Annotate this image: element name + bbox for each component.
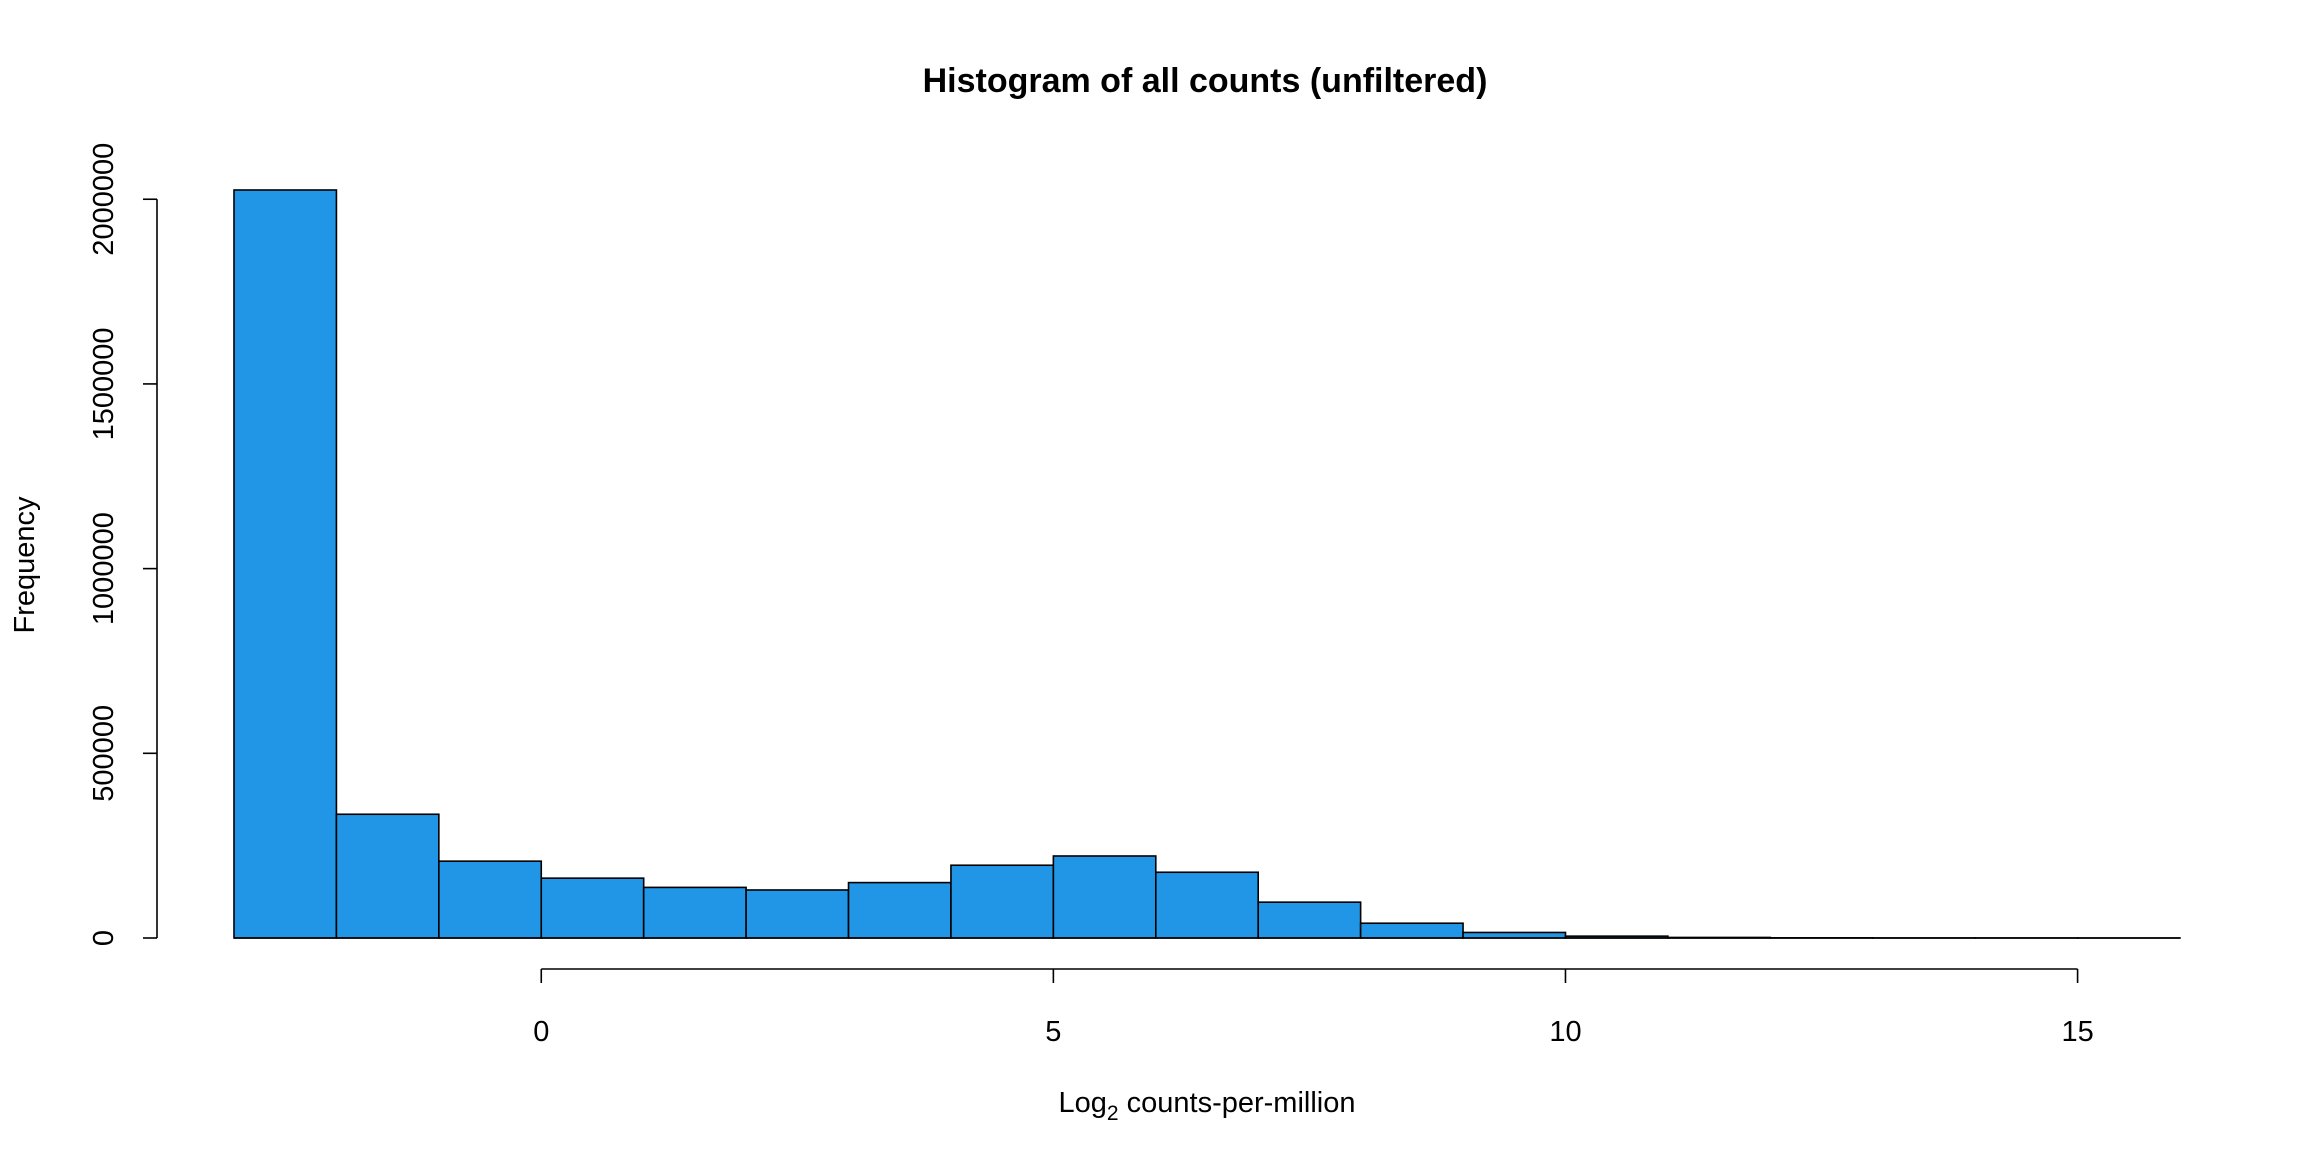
y-tick-label: 500000 bbox=[88, 705, 120, 802]
histogram-bar bbox=[1052, 855, 1157, 939]
histogram-bar bbox=[233, 189, 338, 939]
x-tick-label: 10 bbox=[1549, 1016, 1581, 1048]
chart-title: Histogram of all counts (unfiltered) bbox=[923, 62, 1488, 100]
histogram-bar bbox=[847, 881, 952, 939]
histogram-bar bbox=[438, 860, 543, 939]
y-tick-label: 1500000 bbox=[88, 327, 120, 440]
histogram-bar bbox=[540, 877, 645, 939]
x-axis: 0 5 10 15 bbox=[533, 968, 2094, 1048]
x-axis-label: Log2 counts-per-million bbox=[1059, 1087, 1356, 1125]
x-axis-label-subscript: 2 bbox=[1107, 1102, 1119, 1125]
x-tick-label: 0 bbox=[533, 1016, 549, 1048]
histogram-bar bbox=[1462, 931, 1567, 939]
histogram-bar bbox=[745, 889, 850, 939]
y-axis-label: Frequency bbox=[9, 496, 41, 634]
x-tick-label: 5 bbox=[1045, 1016, 1061, 1048]
y-tick-label: 2000000 bbox=[88, 143, 120, 256]
histogram-bar bbox=[950, 864, 1055, 939]
histogram-bar bbox=[1257, 901, 1362, 939]
bars-group bbox=[233, 189, 2181, 939]
histogram-bar bbox=[335, 813, 440, 939]
histogram-bar bbox=[1154, 871, 1260, 939]
x-axis-label-rest: counts-per-million bbox=[1119, 1087, 1356, 1119]
histogram-bar bbox=[642, 886, 747, 939]
x-tick-label: 15 bbox=[2061, 1016, 2093, 1048]
y-tick-label: 0 bbox=[88, 930, 120, 946]
y-tick-label: 1000000 bbox=[88, 512, 120, 625]
histogram-bar bbox=[1359, 922, 1464, 939]
x-axis-label-main: Log bbox=[1059, 1087, 1107, 1119]
y-axis: 0 500000 1000000 1500000 2000000 bbox=[88, 143, 158, 946]
